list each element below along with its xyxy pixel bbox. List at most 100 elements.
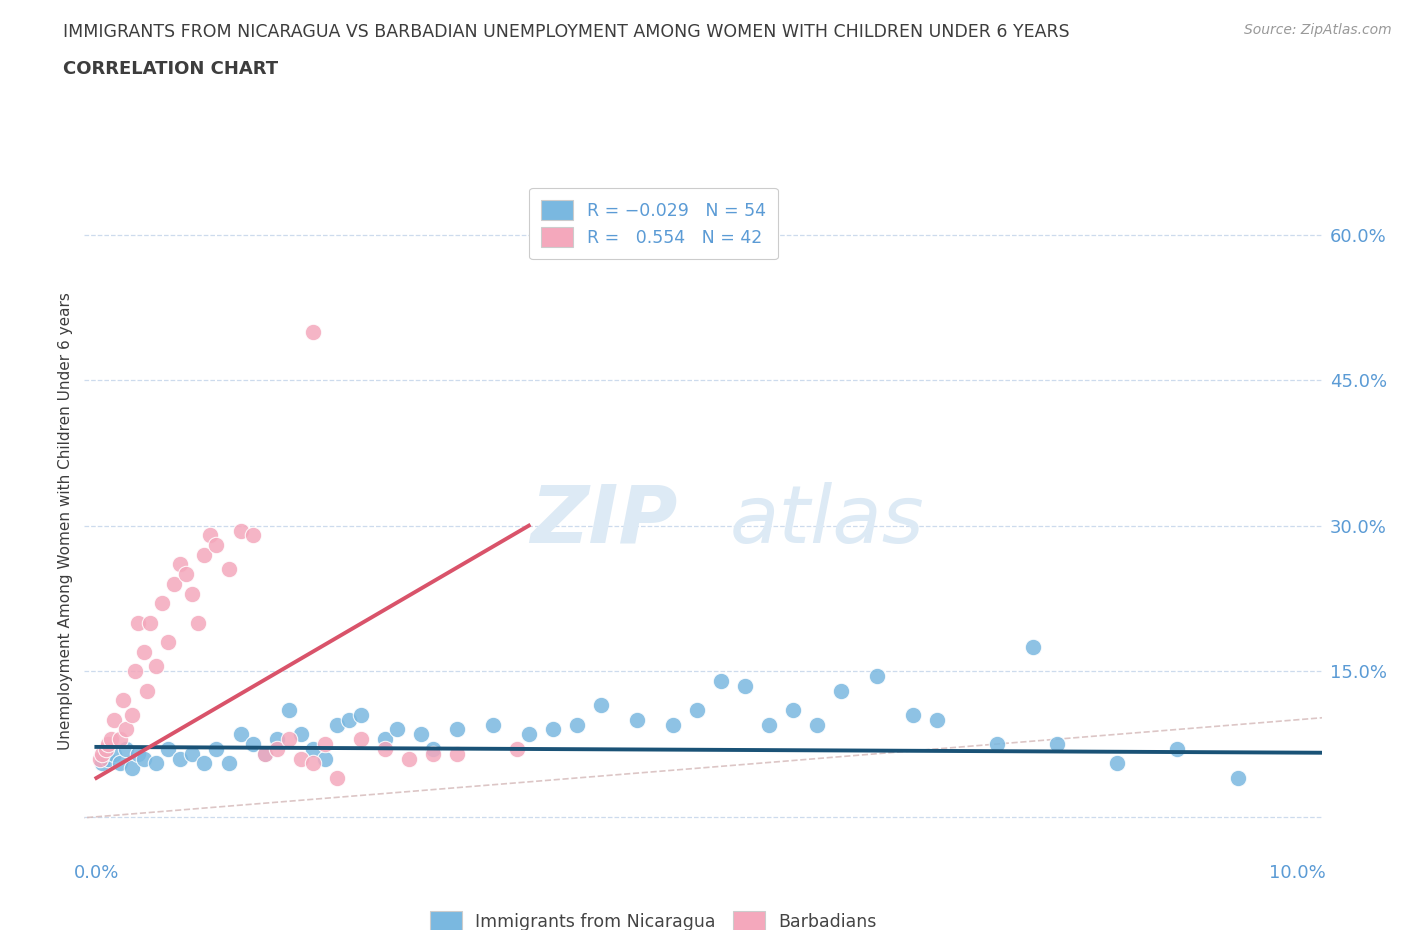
Point [314,751,336,766]
Point [325,717,347,732]
Point [277,732,299,747]
Point [103,746,125,761]
Point [91,756,114,771]
Point [218,562,240,577]
Point [481,717,503,732]
Point [181,586,204,601]
Point [541,722,564,737]
Point [903,708,925,723]
Point [1046,737,1069,751]
Point [181,746,204,761]
Point [782,702,804,717]
Point [1166,741,1188,756]
Point [111,693,134,708]
Point [290,727,312,742]
Point [110,732,132,747]
Point [242,737,264,751]
Point [266,741,288,756]
Y-axis label: Unemployment Among Women with Children Under 6 years: Unemployment Among Women with Children U… [58,292,73,750]
Point [200,528,222,543]
Point [127,746,149,761]
Point [253,746,276,761]
Point [229,523,252,538]
Point [325,771,347,786]
Text: ZIP: ZIP [530,482,678,560]
Point [446,722,468,737]
Point [409,727,432,742]
Point [115,741,138,756]
Point [187,616,209,631]
Point [1107,756,1129,771]
Point [686,702,709,717]
Point [193,548,215,563]
Point [830,684,852,698]
Point [97,737,120,751]
Point [103,712,125,727]
Text: CORRELATION CHART: CORRELATION CHART [63,60,278,78]
Point [734,678,756,693]
Point [127,616,149,631]
Point [229,727,252,742]
Point [218,756,240,771]
Point [253,746,276,761]
Point [152,596,174,611]
Point [301,741,323,756]
Point [193,756,215,771]
Point [157,634,180,649]
Point [157,741,180,756]
Point [301,756,323,771]
Text: atlas: atlas [730,482,924,560]
Point [506,741,529,756]
Point [135,684,157,698]
Point [385,722,408,737]
Point [986,737,1008,751]
Point [350,708,373,723]
Text: IMMIGRANTS FROM NICARAGUA VS BARBADIAN UNEMPLOYMENT AMONG WOMEN WITH CHILDREN UN: IMMIGRANTS FROM NICARAGUA VS BARBADIAN U… [63,23,1070,41]
Point [290,751,312,766]
Point [314,737,336,751]
Point [374,741,396,756]
Point [565,717,588,732]
Point [145,756,167,771]
Point [866,669,889,684]
Point [205,741,228,756]
Point [806,717,828,732]
Point [758,717,780,732]
Point [134,751,156,766]
Point [422,746,444,761]
Point [139,616,162,631]
Point [121,761,143,776]
Point [169,557,191,572]
Point [626,712,648,727]
Point [115,722,138,737]
Point [124,664,146,679]
Text: Source: ZipAtlas.com: Source: ZipAtlas.com [1244,23,1392,37]
Point [710,673,733,688]
Point [97,751,120,766]
Point [89,751,111,766]
Point [927,712,949,727]
Point [662,717,685,732]
Point [121,708,143,723]
Point [398,751,420,766]
Point [422,741,444,756]
Point [277,702,299,717]
Point [91,746,114,761]
Point [169,751,191,766]
Point [100,732,122,747]
Point [266,732,288,747]
Point [350,732,373,747]
Point [110,756,132,771]
Point [301,325,323,339]
Point [1022,640,1045,655]
Point [94,741,117,756]
Point [589,698,612,712]
Point [176,566,198,581]
Point [163,577,186,591]
Point [205,538,228,552]
Point [1226,771,1249,786]
Point [337,712,360,727]
Point [145,659,167,674]
Point [517,727,540,742]
Point [242,528,264,543]
